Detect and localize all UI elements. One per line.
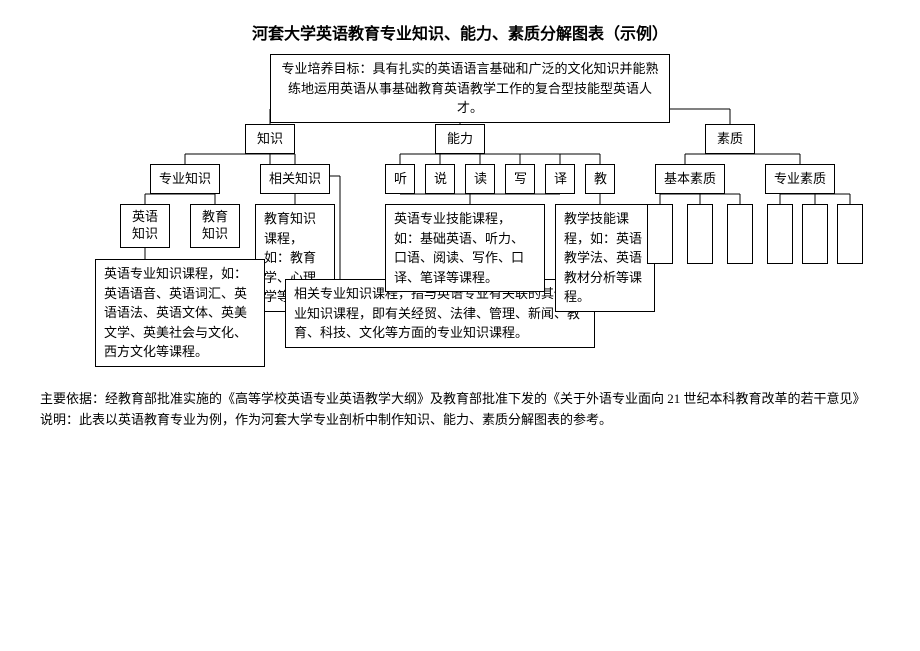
q-basic-leaf-2 [687,204,713,264]
q-basic-leaf-3 [727,204,753,264]
footer-line-1: 主要依据：经教育部批准实施的《高等学校英语专业英语教学大纲》及教育部批准下发的《… [40,389,880,410]
a-read: 读 [465,164,495,194]
q-pro-leaf-2 [802,204,828,264]
q-basic: 基本素质 [655,164,725,194]
a-write: 写 [505,164,535,194]
page-title: 河套大学英语教育专业知识、能力、素质分解图表（示例） [40,20,880,44]
k-eng: 英语知识 [120,204,170,248]
footer-text: 主要依据：经教育部批准实施的《高等学校英语专业英语教学大纲》及教育部批准下发的《… [40,389,880,431]
k-pro: 专业知识 [150,164,220,194]
a-listen: 听 [385,164,415,194]
q-pro-leaf-3 [837,204,863,264]
l1-ability: 能力 [435,124,485,154]
q-pro: 专业素质 [765,164,835,194]
a-speak: 说 [425,164,455,194]
l1-knowledge: 知识 [245,124,295,154]
k-rel: 相关知识 [260,164,330,194]
l1-quality: 素质 [705,124,755,154]
a-skillcourse: 英语专业技能课程，如：基础英语、听力、口语、阅读、写作、口译、笔译等课程。 [385,204,545,292]
k-edu: 教育知识 [190,204,240,248]
org-diagram: 专业培养目标：具有扎实的英语语言基础和广泛的文化知识并能熟练地运用英语从事基础教… [40,54,880,374]
a-teachcourse: 教学技能课程，如：英语教学法、英语教材分析等课程。 [555,204,655,312]
q-basic-leaf-1 [647,204,673,264]
a-trans: 译 [545,164,575,194]
k-engcourse: 英语专业知识课程，如：英语语音、英语词汇、英语语法、英语文体、英美文学、英美社会… [95,259,265,367]
footer-line-2: 说明：此表以英语教育专业为例，作为河套大学专业剖析中制作知识、能力、素质分解图表… [40,410,880,431]
a-teach: 教 [585,164,615,194]
root-box: 专业培养目标：具有扎实的英语语言基础和广泛的文化知识并能熟练地运用英语从事基础教… [270,54,670,123]
q-pro-leaf-1 [767,204,793,264]
